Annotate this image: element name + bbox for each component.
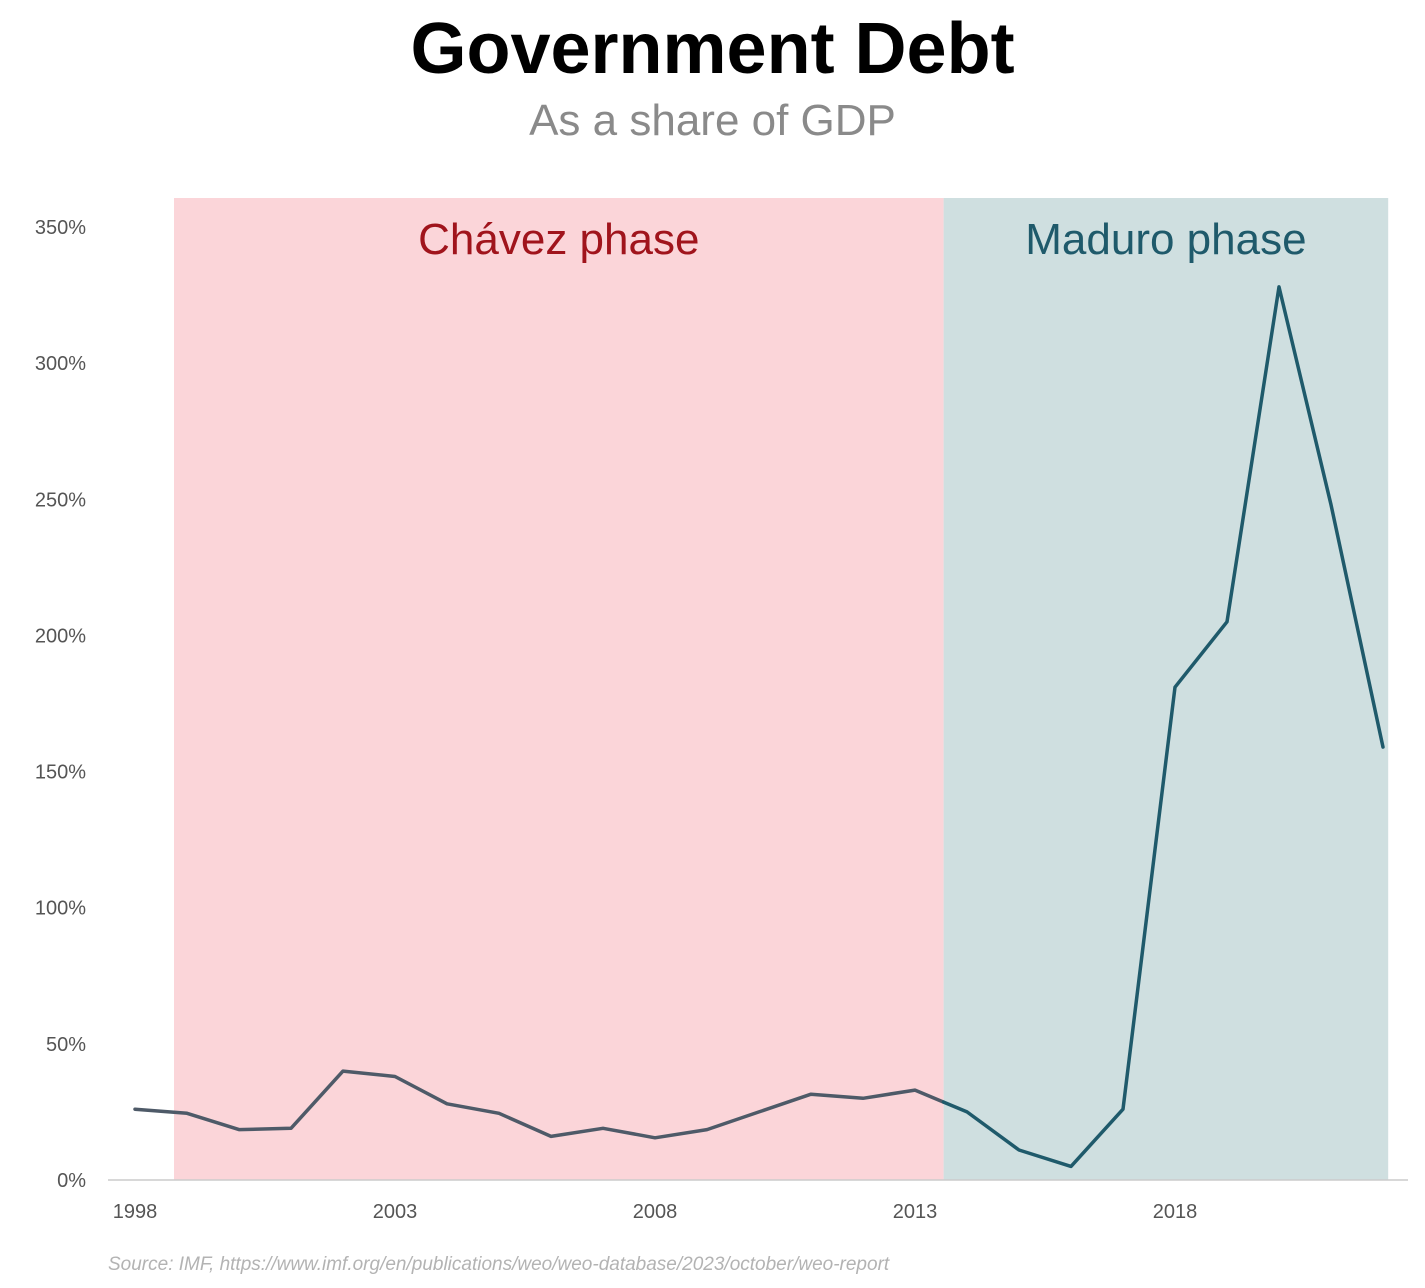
y-tick-label: 250%: [35, 489, 86, 511]
x-tick-label: 2003: [373, 1201, 418, 1223]
data-point: [186, 1112, 189, 1115]
data-point: [654, 1136, 657, 1139]
data-point: [550, 1135, 553, 1138]
data-point: [394, 1075, 397, 1078]
series-line-chavez-segment: [133, 1069, 946, 1140]
x-tick-label: 2013: [893, 1201, 938, 1223]
data-point: [1122, 1108, 1125, 1111]
phase-labels: Chávez phase Maduro phase: [418, 215, 1306, 264]
data-point: [342, 1070, 345, 1073]
y-tick-label: 150%: [35, 762, 86, 784]
series-line-maduro-segment: [941, 285, 1385, 1169]
data-point: [1330, 503, 1333, 506]
y-tick-label: 100%: [35, 898, 86, 920]
source-note: Source: IMF, https://www.imf.org/en/publ…: [108, 1254, 890, 1275]
phase-bands: [174, 198, 1389, 1180]
data-point: [862, 1097, 865, 1100]
band-label-ch-vez-phase: Chávez phase: [418, 215, 699, 264]
series-lines: [133, 285, 1385, 1169]
y-tick-label: 0%: [57, 1170, 86, 1192]
y-tick-label: 300%: [35, 353, 86, 375]
data-point: [1070, 1165, 1073, 1168]
data-point: [446, 1102, 449, 1105]
data-point: [1278, 285, 1281, 288]
data-point: [134, 1108, 137, 1111]
x-tick-label: 2008: [633, 1201, 678, 1223]
band-maduro-phase: [943, 198, 1389, 1180]
data-point: [602, 1127, 605, 1130]
band-label-maduro-phase: Maduro phase: [1025, 215, 1306, 264]
chart-title: Government Debt: [410, 9, 1015, 89]
y-tick-label: 200%: [35, 625, 86, 647]
band-ch-vez-phase: [174, 198, 944, 1180]
data-point: [1018, 1149, 1021, 1152]
data-point: [810, 1093, 813, 1096]
data-point: [1382, 746, 1385, 749]
x-tick-label: 1998: [113, 1201, 158, 1223]
chart-subtitle: As a share of GDP: [529, 96, 896, 145]
data-point: [966, 1110, 969, 1113]
data-point: [498, 1112, 501, 1115]
data-point: [1226, 620, 1229, 623]
x-tick-label: 2018: [1153, 1201, 1198, 1223]
data-point: [758, 1110, 761, 1113]
y-tick-label: 50%: [46, 1034, 86, 1056]
data-point: [238, 1128, 241, 1131]
axes: 0% 50% 100% 150% 200% 250% 300% 350% 1998 2003 200…: [35, 217, 1408, 1223]
data-point: [914, 1089, 917, 1092]
y-tick-label: 350%: [35, 217, 86, 239]
data-point: [1174, 686, 1177, 689]
data-point: [290, 1127, 293, 1130]
data-point: [706, 1128, 709, 1131]
